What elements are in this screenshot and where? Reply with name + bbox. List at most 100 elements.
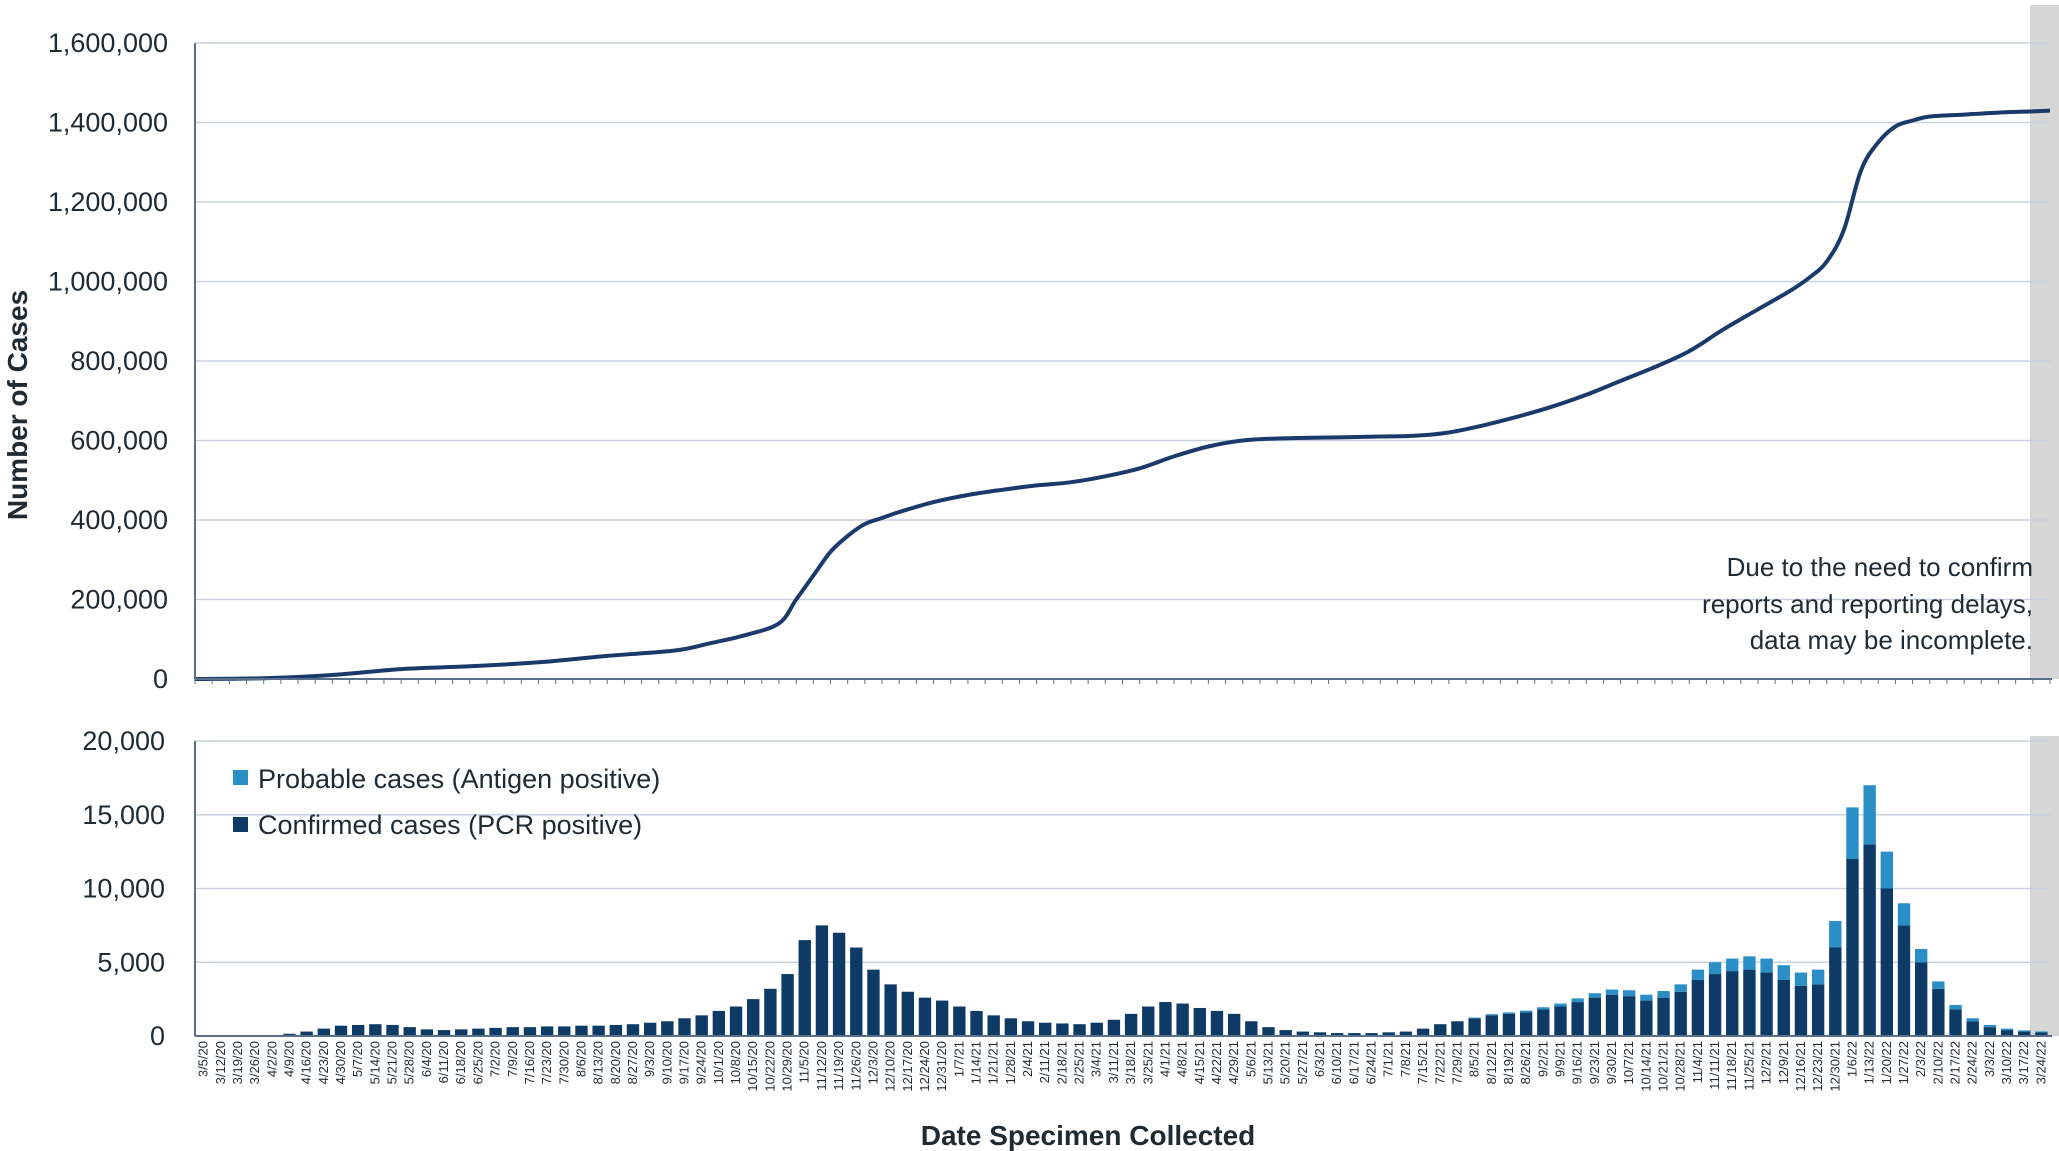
bar-series-group bbox=[214, 785, 2048, 1036]
bar-confirmed bbox=[815, 925, 829, 1036]
bar-probable bbox=[1571, 998, 1584, 1003]
bar-probable bbox=[1485, 1014, 1498, 1016]
x-tick-label: 8/27/20 bbox=[625, 1041, 640, 1084]
x-tick-label: 6/18/20 bbox=[453, 1041, 468, 1084]
x-tick-label: 9/16/21 bbox=[1570, 1041, 1585, 1084]
bar-confirmed bbox=[918, 997, 932, 1036]
x-tick-label: 8/20/20 bbox=[608, 1041, 623, 1084]
note-line-3: data may be incomplete. bbox=[1750, 625, 2033, 655]
bar-confirmed bbox=[592, 1025, 605, 1036]
top-y-tick-label: 600,000 bbox=[70, 426, 168, 456]
bar-confirmed bbox=[1176, 1003, 1189, 1036]
x-tick-label: 11/12/20 bbox=[814, 1041, 829, 1091]
incomplete-data-band-top bbox=[2030, 5, 2059, 679]
bar-confirmed bbox=[1159, 1002, 1172, 1036]
x-tick-label: 4/16/20 bbox=[299, 1041, 314, 1084]
x-tick-label: 8/5/21 bbox=[1467, 1041, 1482, 1077]
bar-confirmed bbox=[901, 991, 914, 1036]
bottom-y-tick-label: 15,000 bbox=[82, 800, 165, 830]
x-tick-label: 6/10/21 bbox=[1329, 1041, 1344, 1084]
x-tick-label: 3/24/22 bbox=[2033, 1041, 2048, 1084]
bar-confirmed bbox=[472, 1028, 485, 1036]
bar-confirmed bbox=[867, 969, 880, 1036]
bar-confirmed bbox=[317, 1028, 331, 1036]
x-tick-label: 12/16/21 bbox=[1793, 1041, 1808, 1092]
x-tick-label: 2/10/22 bbox=[1930, 1041, 1945, 1084]
x-tick-label: 11/26/20 bbox=[848, 1041, 863, 1091]
x-tick-label: 8/26/21 bbox=[1518, 1041, 1533, 1084]
bottom-gridlines bbox=[195, 740, 2052, 963]
x-tick-label: 12/31/20 bbox=[934, 1041, 949, 1092]
x-tick-label: 3/25/21 bbox=[1140, 1041, 1155, 1084]
bar-confirmed bbox=[953, 1006, 966, 1036]
bar-confirmed bbox=[1193, 1007, 1206, 1036]
bar-probable bbox=[1623, 990, 1636, 997]
x-tick-label: 9/17/20 bbox=[677, 1041, 692, 1084]
bar-probable bbox=[1811, 969, 1825, 985]
bar-probable bbox=[1691, 969, 1705, 980]
incomplete-data-note: Due to the need to confirm reports and r… bbox=[1702, 552, 2033, 655]
x-tick-label: 11/5/20 bbox=[797, 1041, 812, 1083]
bar-confirmed bbox=[729, 1006, 743, 1036]
top-gridlines bbox=[195, 42, 2052, 601]
incomplete-data-band-bottom bbox=[2030, 736, 2059, 1036]
bar-confirmed bbox=[1021, 1021, 1035, 1036]
x-tick-label: 2/25/21 bbox=[1072, 1041, 1087, 1084]
x-tick-label: 3/10/22 bbox=[1999, 1041, 2014, 1084]
bar-confirmed bbox=[1829, 947, 1842, 1036]
x-tick-label: 11/25/21 bbox=[1741, 1041, 1756, 1091]
bar-probable bbox=[1966, 1018, 1979, 1022]
x-tick-label: 9/2/21 bbox=[1535, 1041, 1550, 1077]
x-tick-label: 3/19/20 bbox=[230, 1041, 245, 1084]
bar-probable bbox=[2035, 1031, 2048, 1033]
x-tick-label: 3/5/20 bbox=[196, 1041, 211, 1077]
bar-confirmed bbox=[1537, 1009, 1550, 1036]
bar-confirmed bbox=[437, 1030, 451, 1036]
bar-confirmed bbox=[1382, 1032, 1395, 1036]
bar-confirmed bbox=[1365, 1033, 1378, 1036]
x-tick-label: 2/11/21 bbox=[1037, 1041, 1052, 1083]
bar-confirmed bbox=[1863, 844, 1876, 1036]
bar-probable bbox=[1554, 1003, 1567, 1007]
note-line-1: Due to the need to confirm bbox=[1727, 552, 2033, 582]
x-tick-label: 5/21/20 bbox=[385, 1041, 400, 1084]
x-tick-label: 9/30/21 bbox=[1604, 1041, 1619, 1084]
bar-confirmed bbox=[1107, 1019, 1121, 1036]
bar-confirmed bbox=[1777, 979, 1790, 1036]
x-tick-label: 4/22/21 bbox=[1209, 1041, 1224, 1084]
x-tick-label: 12/9/21 bbox=[1776, 1041, 1791, 1084]
x-tick-label: 8/13/20 bbox=[591, 1041, 606, 1084]
x-tick-label: 3/18/21 bbox=[1123, 1041, 1138, 1084]
bar-probable bbox=[1760, 958, 1773, 973]
x-tick-label: 1/27/22 bbox=[1896, 1041, 1911, 1084]
bar-confirmed bbox=[987, 1015, 1000, 1036]
bar-confirmed bbox=[781, 974, 794, 1036]
x-tick-label: 5/28/20 bbox=[402, 1041, 417, 1084]
x-tick-label: 4/9/20 bbox=[282, 1041, 297, 1077]
x-tick-label: 12/2/21 bbox=[1759, 1041, 1774, 1084]
bar-probable bbox=[1588, 993, 1602, 998]
x-tick-label: 4/1/21 bbox=[1157, 1041, 1172, 1077]
bar-probable bbox=[1794, 972, 1808, 986]
top-y-tick-labels: 0 200,000 400,000 600,000 800,000 1,000,000 1,… bbox=[48, 28, 168, 694]
x-tick-label: 10/29/20 bbox=[780, 1041, 795, 1092]
x-tick-label: 10/15/20 bbox=[745, 1041, 760, 1092]
bar-confirmed bbox=[1502, 1013, 1516, 1036]
bar-confirmed bbox=[1227, 1013, 1241, 1036]
bar-confirmed bbox=[1348, 1033, 1361, 1036]
legend-label-confirmed: Confirmed cases (PCR positive) bbox=[258, 810, 642, 840]
axes bbox=[194, 43, 2052, 1037]
x-tick-label: 11/19/20 bbox=[831, 1041, 846, 1091]
x-tick-label: 7/2/20 bbox=[488, 1041, 503, 1077]
bar-probable bbox=[1897, 903, 1911, 926]
bar-probable bbox=[1726, 958, 1739, 972]
x-tick-label: 7/22/21 bbox=[1432, 1041, 1447, 1084]
legend-swatch-confirmed bbox=[233, 817, 248, 832]
x-tick-label: 4/23/20 bbox=[316, 1041, 331, 1084]
top-y-tick-label: 1,600,000 bbox=[48, 28, 168, 58]
x-tick-label: 5/13/21 bbox=[1261, 1041, 1276, 1084]
x-tick-label: 10/22/20 bbox=[762, 1041, 777, 1092]
x-tick-label: 2/4/21 bbox=[1020, 1041, 1035, 1077]
bar-confirmed bbox=[935, 1000, 949, 1036]
